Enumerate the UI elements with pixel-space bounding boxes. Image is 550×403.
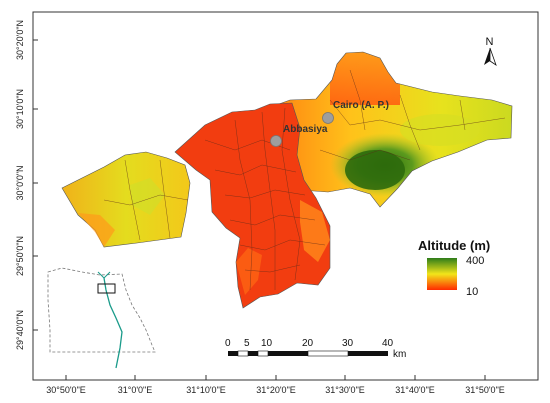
longitude-axis: 30°50'0"E 31°0'0"E 31°10'0"E 31°20'0"E 3…	[46, 375, 505, 395]
southeast-slope	[300, 200, 330, 262]
lat-label-4: 29°40'0"N	[15, 310, 25, 350]
scale-tick-30: 30	[342, 338, 354, 349]
lat-label-1: 30°10'0"N	[15, 89, 25, 129]
abbasiya-label: Abbasiya	[283, 124, 328, 135]
lon-label-1: 31°0'0"E	[118, 385, 153, 395]
abbasiya-marker	[270, 135, 282, 147]
north-label: N	[486, 36, 494, 48]
lon-label-6: 31°50'0"E	[465, 385, 505, 395]
scale-tick-0: 0	[225, 338, 231, 349]
lon-label-2: 31°10'0"E	[186, 385, 226, 395]
scale-tick-40: 40	[382, 338, 394, 349]
scale-tick-20: 20	[302, 338, 314, 349]
scale-tick-5: 5	[244, 338, 250, 349]
lon-label-3: 31°20'0"E	[256, 385, 296, 395]
west-highland	[130, 178, 165, 215]
central-region	[174, 102, 331, 309]
latitude-axis: 30°20'0"N 30°10'0"N 30°0'0"N 29°50'0"N 2…	[15, 20, 38, 350]
inset-map	[47, 267, 156, 369]
lon-label-4: 31°30'0"E	[325, 385, 365, 395]
west-lowland	[78, 213, 115, 247]
cairo-airport-label: Cairo (A. P.)	[333, 100, 389, 111]
lon-label-5: 31°40'0"E	[395, 385, 435, 395]
lat-label-3: 29°50'0"N	[15, 236, 25, 276]
legend-min: 10	[466, 286, 478, 298]
district-boundaries	[103, 69, 506, 291]
scale-unit: km	[393, 349, 406, 360]
cairo-airport-marker	[322, 112, 334, 124]
scale-tick-10: 10	[261, 338, 273, 349]
legend-color-ramp	[427, 258, 457, 290]
lat-label-2: 30°0'0"N	[15, 165, 25, 200]
scale-bar: 0 5 10 20 30 40 km	[225, 338, 406, 360]
lon-label-0: 30°50'0"E	[46, 385, 86, 395]
lat-label-0: 30°20'0"N	[15, 20, 25, 60]
north-arrow: N	[484, 36, 497, 66]
south-slope	[236, 248, 262, 295]
legend-max: 400	[466, 255, 484, 267]
east-region-outline	[267, 51, 513, 208]
legend-title: Altitude (m)	[418, 238, 490, 253]
